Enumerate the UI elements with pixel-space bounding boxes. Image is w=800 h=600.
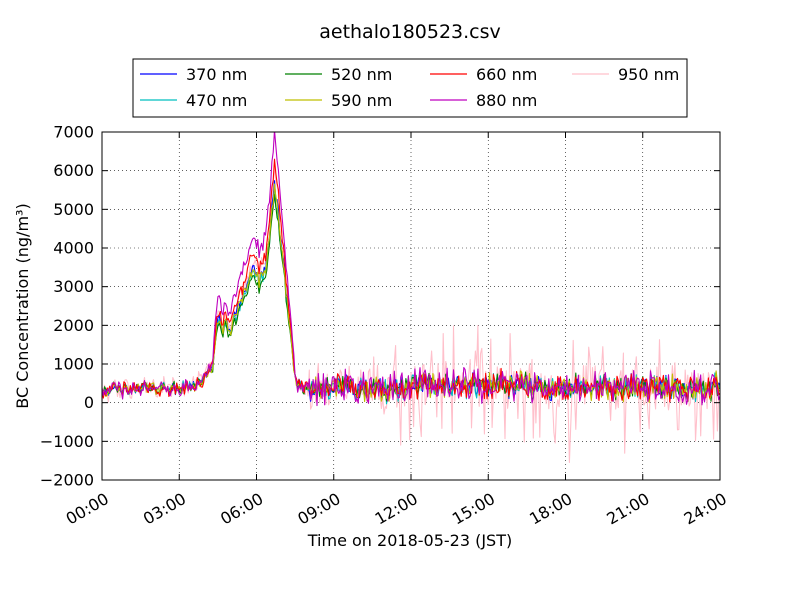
legend-label: 660 nm (476, 65, 537, 84)
legend-item: 470 nm (140, 91, 247, 110)
series-line-520-nm (102, 194, 720, 403)
y-tick-label: 5000 (53, 200, 94, 219)
y-tick-label: 7000 (53, 123, 94, 142)
x-tick-label: 24:00 (681, 489, 730, 529)
legend-item: 950 nm (572, 65, 679, 84)
legend-item: 520 nm (285, 65, 392, 84)
y-axis-label: BC Concentration (ng/m³) (13, 203, 32, 408)
y-tick-label: −1000 (40, 432, 94, 451)
legend-item: 370 nm (140, 65, 247, 84)
x-axis-label: Time on 2018-05-23 (JST) (307, 531, 512, 550)
x-tick-label: 03:00 (140, 489, 189, 529)
series-line-880-nm (102, 132, 720, 407)
legend-label: 470 nm (186, 91, 247, 110)
legend-item: 660 nm (430, 65, 537, 84)
x-tick-label: 21:00 (603, 489, 652, 529)
legend-label: 520 nm (331, 65, 392, 84)
legend-label: 950 nm (618, 65, 679, 84)
x-tick-label: 09:00 (294, 489, 343, 529)
y-tick-label: 1000 (53, 355, 94, 374)
x-tick-label: 06:00 (217, 489, 266, 529)
y-tick-label: 3000 (53, 277, 94, 296)
x-tick-label: 12:00 (372, 489, 421, 529)
x-tick-label: 15:00 (449, 489, 498, 529)
legend-label: 590 nm (331, 91, 392, 110)
legend-item: 880 nm (430, 91, 537, 110)
legend-item: 590 nm (285, 91, 392, 110)
y-tick-label: 4000 (53, 239, 94, 258)
x-tick-label: 18:00 (526, 489, 575, 529)
y-tick-label: −2000 (40, 471, 94, 490)
y-tick-label: 6000 (53, 161, 94, 180)
series-line-950-nm (102, 164, 720, 464)
legend-label: 370 nm (186, 65, 247, 84)
legend: 370 nm 470 nm 520 nm 590 nm 660 nm 880 nm 950 … (132, 58, 688, 118)
legend-label: 880 nm (476, 91, 537, 110)
x-tick-label: 00:00 (63, 489, 112, 529)
legend-box (132, 58, 688, 118)
y-tick-label: 2000 (53, 316, 94, 335)
chart-title: aethalo180523.csv (319, 21, 501, 43)
y-tick-label: 0 (84, 393, 94, 412)
